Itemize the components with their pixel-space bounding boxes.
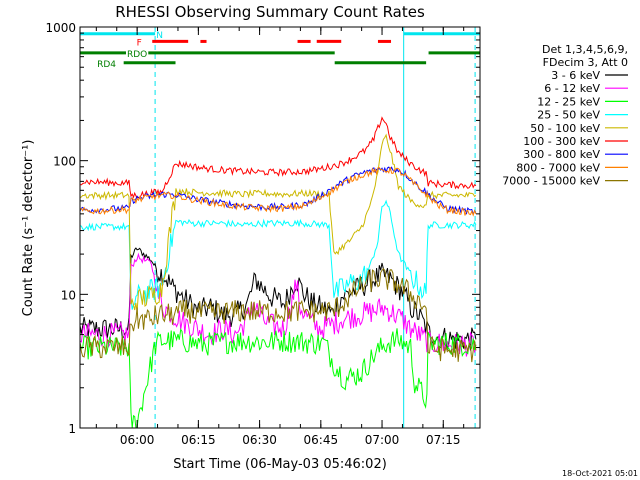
- flag-label-2: RDO: [127, 50, 147, 60]
- legend-label-7: 800 - 7000 keV: [516, 161, 600, 174]
- y-tick-label-0: 1: [68, 422, 76, 436]
- series-line-4: [79, 133, 477, 312]
- y-axis-label: Count Rate (s⁻¹ detector⁻¹): [21, 140, 36, 317]
- legend-header-line-2: FDecim 3, Att 0: [543, 56, 628, 69]
- y-tick-label-2: 100: [53, 155, 76, 169]
- plot-area: N F RDO RD4 06:00 06:15 06:30 06:45 07:00 07:15 1 1…: [45, 21, 628, 447]
- x-tick-label-0: 06:00: [120, 433, 155, 447]
- legend-label-3: 25 - 50 keV: [537, 109, 600, 122]
- chart-title: RHESSI Observing Summary Count Rates: [115, 3, 425, 21]
- series-line-5: [80, 116, 477, 199]
- x-tick-label-1: 06:15: [181, 433, 216, 447]
- legend-header-line-1: Det 1,3,4,5,6,9,: [542, 43, 628, 56]
- legend-label-1: 6 - 12 keV: [544, 82, 600, 95]
- legend-label-0: 3 - 6 keV: [551, 69, 600, 82]
- series-line-2: [79, 328, 477, 429]
- x-tick-label-3: 06:45: [304, 433, 339, 447]
- x-tick-label-2: 06:30: [242, 433, 277, 447]
- x-tick-label-4: 07:00: [365, 433, 400, 447]
- flag-label-0: N: [156, 31, 163, 41]
- flag-label-bg-1: [135, 38, 143, 49]
- flag-label-1: F: [137, 38, 142, 48]
- x-tick-label-5: 07:15: [426, 433, 461, 447]
- series-line-8: [79, 267, 477, 363]
- legend-label-2: 12 - 25 keV: [537, 95, 600, 108]
- footer-date: 18-Oct-2021 05:01: [562, 469, 638, 478]
- y-tick-label-3: 1000: [45, 21, 76, 35]
- legend-label-6: 300 - 800 keV: [523, 148, 600, 161]
- flag-label-bg-3: [96, 59, 118, 70]
- series-line-7: [79, 166, 477, 217]
- legend-label-8: 7000 - 15000 keV: [502, 175, 600, 188]
- flag-label-bg-2: [126, 49, 149, 60]
- series-line-3: [79, 199, 477, 310]
- legend-label-5: 100 - 300 keV: [523, 135, 600, 148]
- flag-label-3: RD4: [97, 60, 116, 70]
- x-axis-label: Start Time (06-May-03 05:46:02): [173, 457, 387, 472]
- y-tick-label-1: 10: [61, 288, 76, 302]
- legend-label-4: 50 - 100 keV: [530, 122, 600, 135]
- series-line-1: [79, 252, 477, 357]
- plot-frame: [79, 26, 481, 429]
